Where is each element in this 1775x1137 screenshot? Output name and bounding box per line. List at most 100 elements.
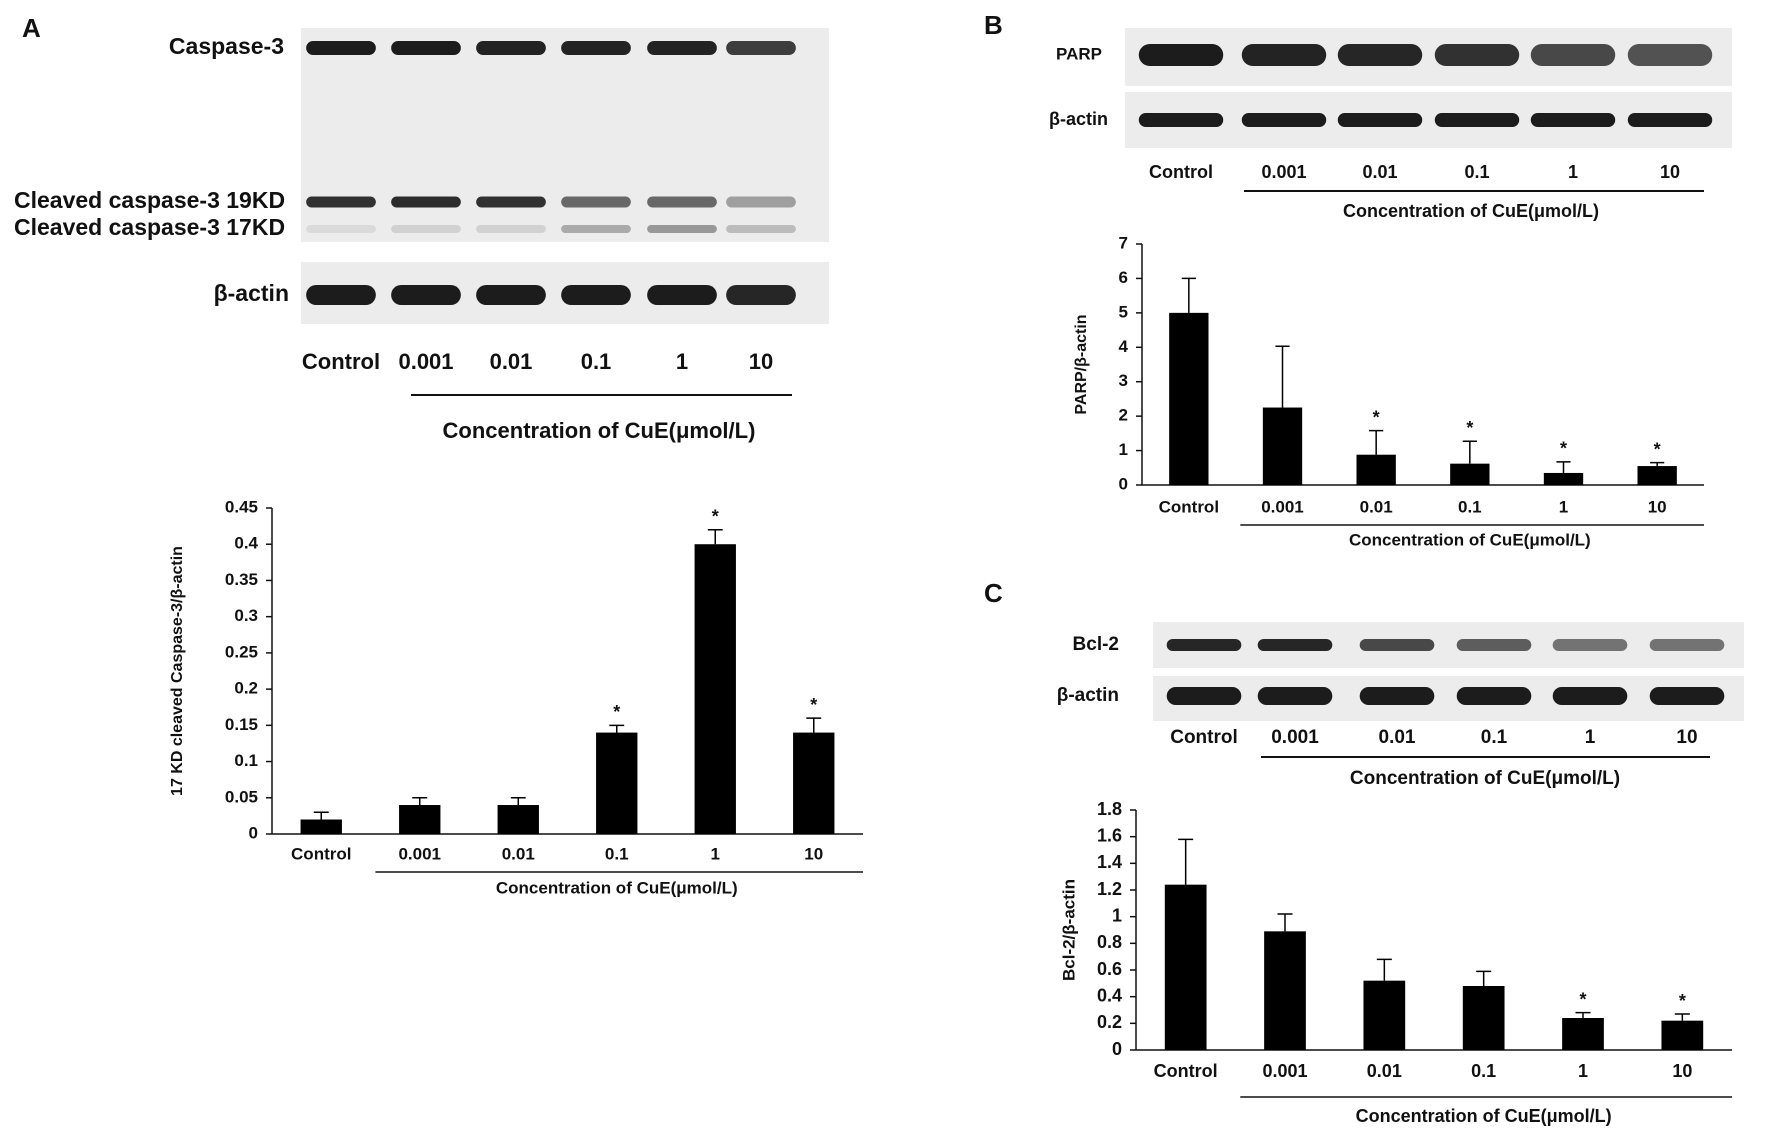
lane-label: 0.1 (1464, 162, 1489, 182)
y-axis-label: PARP/β-actin (1073, 314, 1090, 414)
y-tick-label: 1 (1119, 440, 1128, 459)
y-tick-label: 0 (1112, 1039, 1122, 1059)
error-bar (609, 724, 625, 733)
x-tick-label: 0.1 (1471, 1061, 1496, 1081)
lane-label: 10 (1676, 727, 1697, 748)
lane-label: 0.01 (1379, 727, 1416, 748)
bar (1462, 986, 1505, 1050)
blot-band (391, 196, 461, 208)
y-tick-label: 0 (1119, 474, 1128, 493)
x-tick-label: 0.001 (1262, 1061, 1307, 1081)
significance-mark: * (1373, 407, 1380, 427)
y-axis-label: 17 KD cleaved Caspase-3/β-actin (169, 546, 186, 796)
x-tick-label: 0.01 (502, 844, 535, 863)
blot-band (1456, 639, 1532, 651)
blot-band (726, 196, 796, 208)
bar (694, 544, 736, 834)
y-tick-label: 2 (1119, 406, 1128, 425)
blot-band (391, 41, 461, 55)
bar (596, 732, 638, 834)
x-tick-label: 0.001 (1261, 497, 1304, 516)
y-tick-label: 1.4 (1097, 852, 1122, 872)
blot-band (647, 41, 717, 55)
x-tick-label: 0.1 (1458, 497, 1482, 516)
blot-band (1257, 687, 1333, 705)
blot-band (1166, 687, 1242, 705)
significance-mark: * (1560, 439, 1567, 459)
x-tick-label: Control (291, 844, 351, 863)
blot-row-label: β-actin (1057, 685, 1119, 706)
bar (1264, 931, 1306, 1050)
bar (1637, 466, 1677, 485)
panel-label: B (984, 10, 1003, 40)
blot-band (391, 285, 461, 305)
lane-label: 1 (1568, 162, 1578, 182)
x-tick-label: 10 (1648, 497, 1667, 516)
blot-band (561, 41, 631, 55)
blot-band (1649, 687, 1725, 705)
blot-background (1153, 676, 1744, 721)
blot-band (391, 225, 461, 233)
y-tick-label: 1.8 (1097, 799, 1122, 819)
x-tick-label: 0.1 (605, 844, 629, 863)
bar (1562, 1018, 1604, 1050)
y-axis-label: Bcl-2/β-actin (1059, 879, 1078, 981)
blot-band (1337, 44, 1423, 66)
significance-mark: * (613, 702, 620, 722)
blot-band (1359, 639, 1435, 651)
blot-band (1627, 44, 1713, 66)
x-axis-label: Concentration of CuE(μmol/L) (1356, 1106, 1612, 1126)
bar (1450, 463, 1490, 485)
blot-row-label: β-actin (214, 280, 289, 306)
blot-band (1138, 44, 1224, 66)
blot-band (476, 285, 546, 305)
blot-band (1138, 113, 1224, 127)
lane-label: 1 (676, 349, 688, 374)
y-tick-label: 0.05 (225, 787, 258, 806)
y-tick-label: 0.2 (1097, 1012, 1122, 1032)
bar (1543, 472, 1584, 485)
y-tick-label: 0.3 (234, 606, 258, 625)
blot-band (1241, 44, 1327, 66)
lane-label: Control (1149, 162, 1213, 182)
blot-band (1552, 639, 1628, 651)
error-bar (1277, 913, 1293, 932)
error-bar (510, 797, 526, 806)
y-tick-label: 1.6 (1097, 825, 1122, 845)
significance-mark: * (1654, 439, 1661, 459)
y-tick-label: 5 (1119, 302, 1128, 321)
x-tick-label: 0.001 (398, 844, 441, 863)
error-bar (806, 717, 822, 733)
bar (1363, 980, 1406, 1050)
blot-band (1257, 639, 1333, 651)
bar (1262, 407, 1303, 485)
blot-band (726, 41, 796, 55)
blot-band (476, 196, 546, 208)
y-tick-label: 0.4 (234, 534, 258, 553)
blot-caption: Concentration of CuE(μmol/L) (1343, 201, 1599, 221)
lane-label: Control (302, 349, 380, 374)
error-bar (1650, 461, 1665, 467)
blot-band (476, 225, 546, 233)
y-tick-label: 0.4 (1097, 985, 1122, 1005)
x-axis-label: Concentration of CuE(μmol/L) (496, 878, 738, 897)
significance-mark: * (810, 695, 817, 715)
blot-row-label: Bcl-2 (1073, 634, 1119, 655)
lane-label: 0.001 (398, 349, 453, 374)
significance-mark: * (1679, 991, 1686, 1011)
x-tick-label: 1 (711, 844, 720, 863)
blot-band (1649, 639, 1725, 651)
blot-band (1166, 639, 1242, 651)
x-tick-label: 0.01 (1367, 1061, 1402, 1081)
blot-row-label: Cleaved caspase-3 19KD (14, 187, 285, 213)
error-bar (1462, 440, 1477, 464)
blot-row-label: Caspase-3 (169, 33, 284, 59)
panel-label: A (22, 13, 41, 43)
blot-band (306, 41, 376, 55)
bar (1169, 312, 1209, 485)
error-bar (1178, 838, 1194, 885)
lane-label: 10 (749, 349, 773, 374)
bar (1661, 1020, 1704, 1050)
y-tick-label: 0.25 (225, 642, 258, 661)
x-tick-label: 10 (1672, 1061, 1692, 1081)
